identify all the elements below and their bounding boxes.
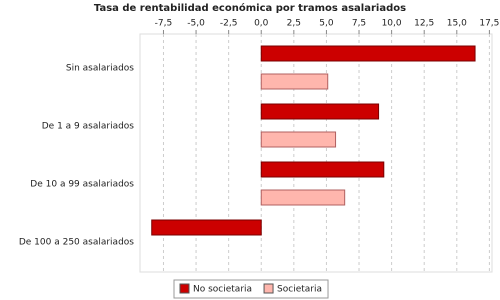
x-tick-label: 2,5 — [287, 19, 301, 29]
x-tick-label: -5,0 — [187, 19, 205, 29]
x-tick-label: -2,5 — [220, 19, 238, 29]
chart-title: Tasa de rentabilidad económica por tramo… — [94, 2, 406, 14]
legend-swatch — [263, 283, 274, 294]
bar — [260, 131, 337, 148]
legend-swatch — [179, 283, 190, 294]
legend-box — [173, 279, 329, 299]
legend-label: Societaria — [277, 285, 322, 295]
plot-area — [139, 33, 493, 273]
y-tick-label: De 1 a 9 asalariados — [42, 122, 135, 132]
bar — [260, 161, 385, 178]
bar — [260, 189, 346, 206]
legend-label: No societaria — [193, 285, 252, 295]
x-tick-label: 17,5 — [479, 19, 499, 29]
y-tick-label: Sin asalariados — [66, 64, 134, 74]
bar — [260, 103, 380, 120]
x-tick-label: 0,0 — [254, 19, 269, 29]
bar — [260, 45, 476, 62]
y-tick-label: De 10 a 99 asalariados — [30, 180, 134, 190]
x-tick-label: 7,5 — [352, 19, 366, 29]
x-tick-label: 15,0 — [447, 19, 467, 29]
bar — [260, 73, 329, 90]
bar — [151, 219, 262, 236]
x-tick-label: 10,0 — [382, 19, 402, 29]
y-tick-label: De 100 a 250 asalariados — [19, 238, 134, 248]
legend: No societaria Societaria — [173, 279, 329, 299]
x-tick-label: 5,0 — [319, 19, 334, 29]
x-tick-label: -7,5 — [155, 19, 173, 29]
x-tick-label: 12,5 — [414, 19, 434, 29]
